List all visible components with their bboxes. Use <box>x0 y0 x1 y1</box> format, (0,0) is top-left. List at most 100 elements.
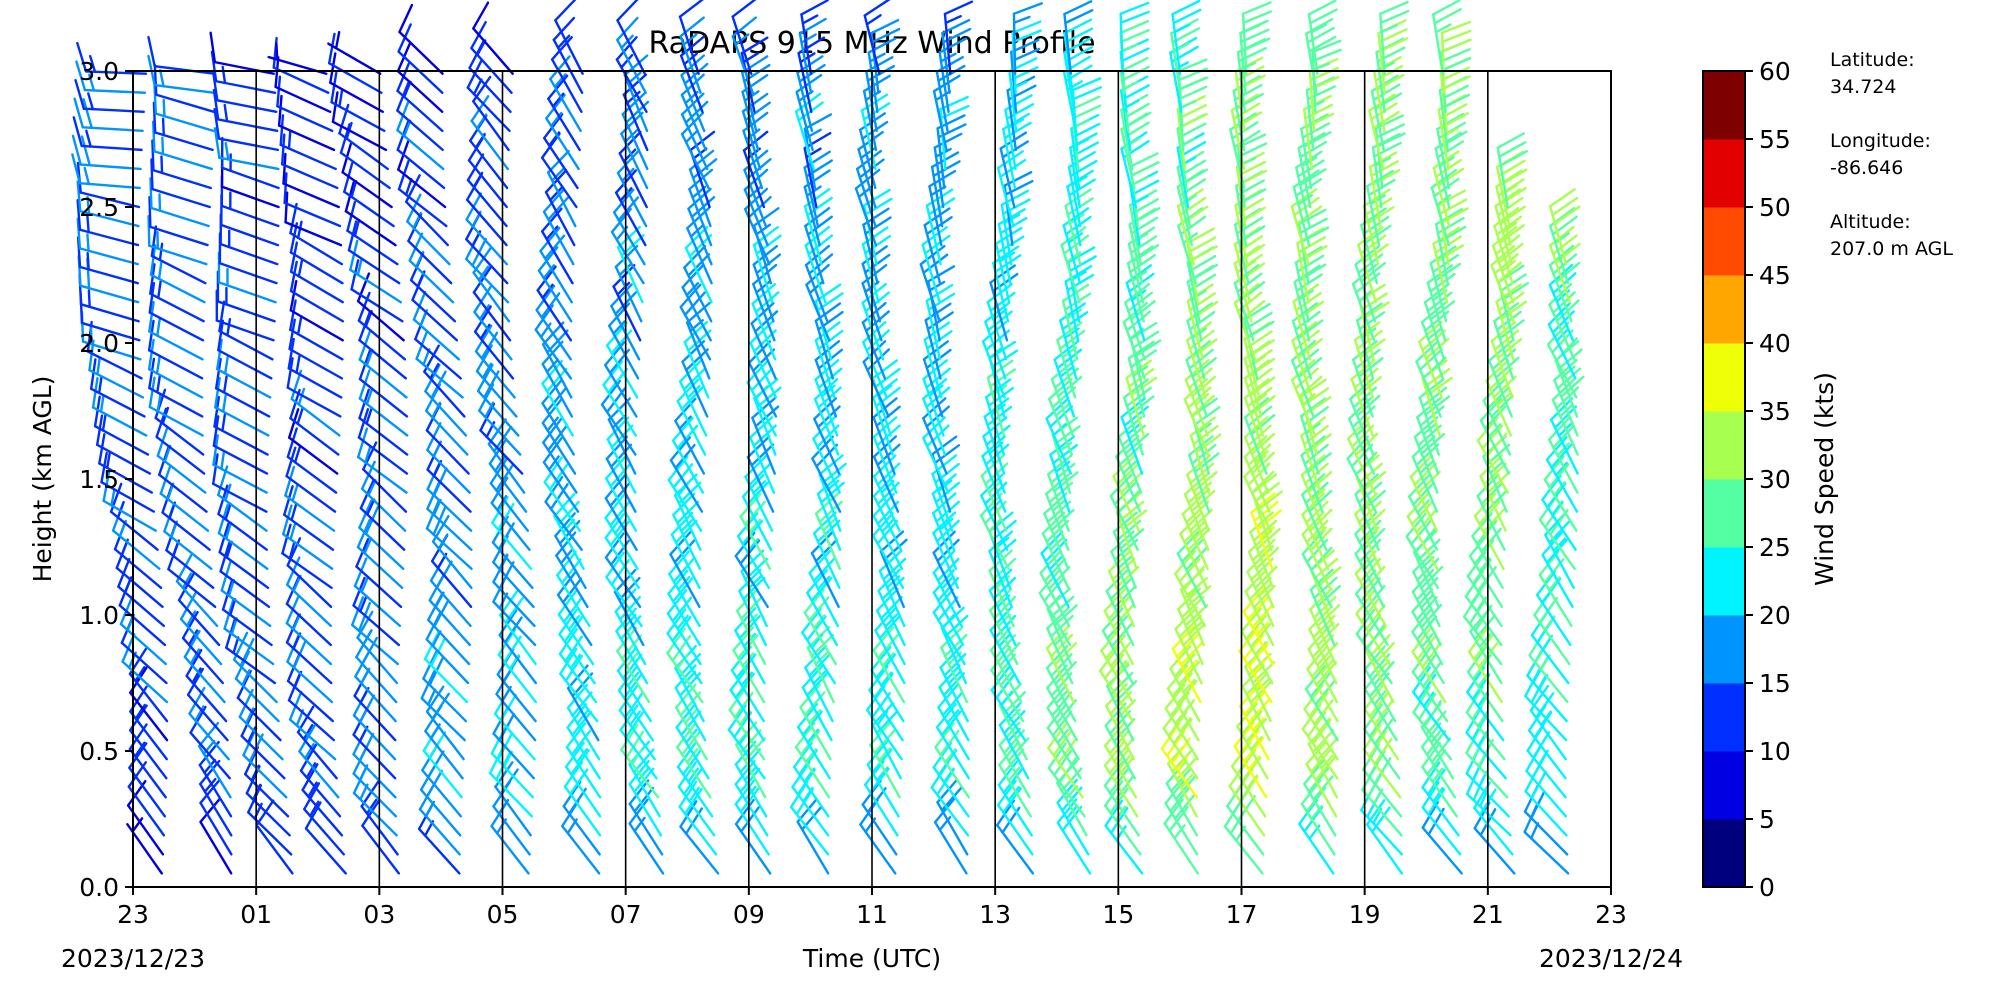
wind-barb-feather <box>289 299 297 331</box>
wind-barb-staff <box>289 251 344 285</box>
wind-barb-feather <box>1061 805 1083 832</box>
wind-barb-feather <box>1313 699 1334 726</box>
wind-barb-feather <box>683 787 703 816</box>
wind-barb-feather <box>1179 641 1203 666</box>
wind-barb-feather <box>1416 634 1437 661</box>
wind-barb-feather <box>1182 678 1196 694</box>
wind-barb-feather <box>1114 805 1127 822</box>
wind-barb-feather <box>876 519 899 545</box>
wind-barb-feather <box>672 558 695 584</box>
wind-barb-feather <box>131 817 144 833</box>
wind-barb-feather <box>361 799 380 827</box>
wind-barb-feather <box>1411 435 1436 458</box>
wind-barb-feather <box>1355 569 1377 596</box>
wind-barb-feather <box>1304 462 1329 485</box>
wind-barb-feather <box>1314 756 1337 781</box>
wind-barb <box>670 511 701 589</box>
wind-barb-feather <box>1104 634 1127 660</box>
wind-barb-feather <box>147 319 155 352</box>
wind-barb <box>990 665 1027 742</box>
wind-barb-feather <box>1247 424 1272 447</box>
wind-barb-feather <box>751 397 776 420</box>
wind-barb <box>327 32 383 94</box>
wind-barb-feather <box>796 768 816 796</box>
wind-barb-feather <box>676 424 699 450</box>
wind-barb-feather <box>987 386 1014 407</box>
wind-barb-feather <box>1123 405 1149 427</box>
wind-barb-feather <box>1364 584 1386 611</box>
wind-barb-feather <box>304 743 315 760</box>
wind-barb <box>288 318 344 380</box>
wind-barb <box>1046 683 1080 761</box>
wind-barb-feather <box>1109 576 1133 601</box>
wind-barb-feather <box>289 522 297 541</box>
wind-barb-feather <box>212 434 219 466</box>
wind-barb-feather <box>297 387 306 406</box>
wind-barb-feather <box>1056 728 1069 745</box>
wind-barb-feather <box>998 702 1022 727</box>
wind-barb-feather <box>734 779 756 806</box>
wind-barb-feather <box>557 589 578 616</box>
wind-barb <box>544 169 576 247</box>
wind-barb-feather <box>1169 786 1191 813</box>
wind-barb-feather <box>101 413 107 432</box>
wind-barb <box>276 75 334 133</box>
wind-barb-feather <box>922 340 949 361</box>
wind-barb <box>1545 435 1579 513</box>
wind-barb <box>800 0 829 75</box>
latitude-label: Latitude: <box>1830 49 1915 71</box>
wind-barb <box>1039 549 1071 628</box>
wind-barb <box>1379 0 1410 75</box>
wind-barb-feather <box>1309 748 1332 774</box>
wind-barb <box>289 241 344 304</box>
wind-barb <box>565 722 602 799</box>
wind-barb <box>678 0 704 75</box>
wind-barb <box>420 670 466 742</box>
wind-barb-feather <box>1549 509 1569 536</box>
wind-barb-feather <box>191 667 202 684</box>
wind-barb-feather <box>86 251 90 271</box>
wind-barb <box>679 35 706 114</box>
wind-barb-feather <box>1314 680 1336 706</box>
wind-barb-feather <box>1007 737 1030 762</box>
wind-barb-feather <box>1116 462 1140 486</box>
wind-barb-feather <box>814 538 838 563</box>
wind-barb-feather <box>1185 546 1208 571</box>
wind-barb-feather <box>604 512 625 539</box>
wind-barb <box>808 549 840 628</box>
wind-barb-feather <box>1186 454 1212 476</box>
wind-barb-feather <box>76 198 82 231</box>
wind-barb <box>1408 473 1439 551</box>
wind-barb-feather <box>680 386 704 411</box>
wind-barb-feather <box>1355 608 1376 636</box>
wind-barb-feather <box>1045 625 1070 650</box>
wind-barb-feather <box>431 630 442 648</box>
wind-barb-feather <box>618 130 642 155</box>
wind-barb-feather <box>1057 737 1078 764</box>
wind-barb-feather <box>878 549 903 573</box>
wind-barb-feather <box>296 316 303 336</box>
wind-barb-feather <box>72 116 83 148</box>
wind-barb <box>872 416 901 494</box>
colorbar-swatch <box>1703 547 1745 616</box>
wind-barb-feather <box>358 369 371 400</box>
wind-barb-feather <box>748 575 763 589</box>
wind-barb-feather <box>674 519 698 544</box>
wind-barb-feather <box>1175 680 1198 706</box>
wind-barb-feather <box>1369 194 1386 206</box>
wind-barb-feather <box>149 177 153 210</box>
wind-barb-feather <box>82 98 93 130</box>
wind-barb-feather <box>87 289 91 309</box>
wind-barb-feather <box>365 798 378 815</box>
wind-barb-feather <box>995 672 1016 699</box>
wind-barb <box>153 82 215 133</box>
wind-barb <box>616 0 646 75</box>
wind-barb-staff <box>329 81 384 114</box>
wind-barb-feather <box>541 398 563 425</box>
wind-barb-feather <box>1243 397 1269 419</box>
wind-barb-feather <box>736 634 759 660</box>
wind-barb-feather <box>364 445 372 464</box>
wind-barb-feather <box>1311 634 1335 659</box>
wind-barb-feather <box>616 646 638 672</box>
wind-barb <box>148 357 204 418</box>
